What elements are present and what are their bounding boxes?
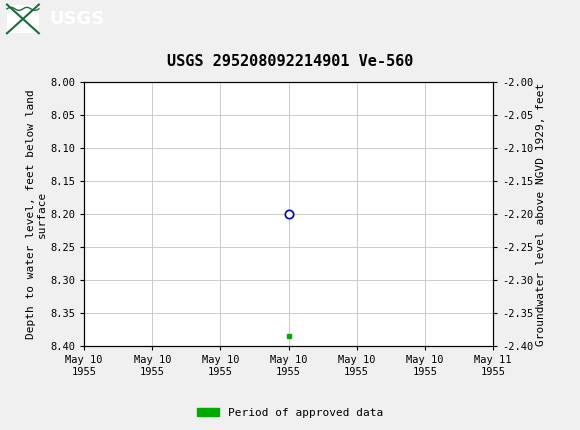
Text: USGS: USGS <box>49 10 104 28</box>
Bar <box>7 5 39 33</box>
Y-axis label: Groundwater level above NGVD 1929, feet: Groundwater level above NGVD 1929, feet <box>536 82 546 346</box>
Y-axis label: Depth to water level, feet below land
surface: Depth to water level, feet below land su… <box>26 89 48 339</box>
Text: USGS 295208092214901 Ve-560: USGS 295208092214901 Ve-560 <box>167 54 413 69</box>
Legend: Period of approved data: Period of approved data <box>193 403 387 422</box>
